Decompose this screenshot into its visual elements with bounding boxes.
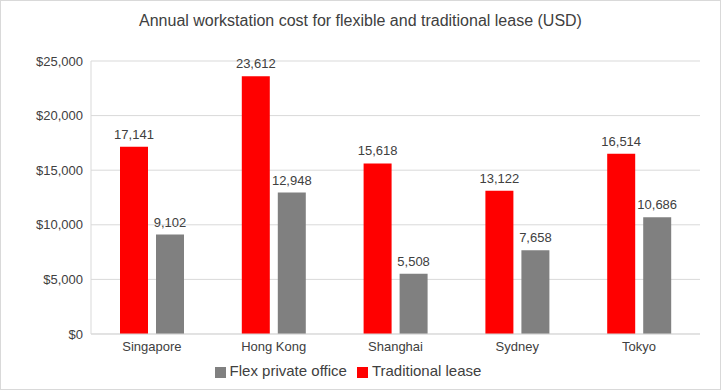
svg-text:Singapore: Singapore: [122, 339, 181, 354]
svg-text:23,612: 23,612: [236, 56, 276, 71]
html-text:Annual workstation cost for fl: Annual workstation cost for flexible and…: [139, 12, 582, 29]
html-text:Traditional lease: Traditional lease: [371, 362, 482, 379]
html-text:Flex private office: Flex private office: [229, 362, 347, 379]
svg-text:16,514: 16,514: [601, 134, 641, 149]
svg-text:$25,000: $25,000: [36, 54, 83, 69]
svg-text:5,508: 5,508: [397, 254, 430, 269]
svg-text:7,658: 7,658: [519, 230, 552, 245]
svg-text:10,686: 10,686: [637, 197, 677, 212]
svg-text:$10,000: $10,000: [36, 217, 83, 232]
svg-text:Sydney: Sydney: [496, 339, 540, 354]
svg-text:Tokyo: Tokyo: [622, 339, 656, 354]
svg-text:$15,000: $15,000: [36, 163, 83, 178]
svg-text:9,102: 9,102: [154, 215, 187, 230]
svg-text:$20,000: $20,000: [36, 108, 83, 123]
svg-text:15,618: 15,618: [358, 143, 398, 158]
svg-text:13,122: 13,122: [480, 171, 520, 186]
svg-text:Shanghai: Shanghai: [368, 339, 423, 354]
svg-text:Hong Kong: Hong Kong: [241, 339, 306, 354]
svg-text:$5,000: $5,000: [43, 272, 83, 287]
svg-text:17,141: 17,141: [114, 127, 154, 142]
svg-text:$0: $0: [69, 327, 83, 342]
svg-text:12,948: 12,948: [272, 173, 312, 188]
